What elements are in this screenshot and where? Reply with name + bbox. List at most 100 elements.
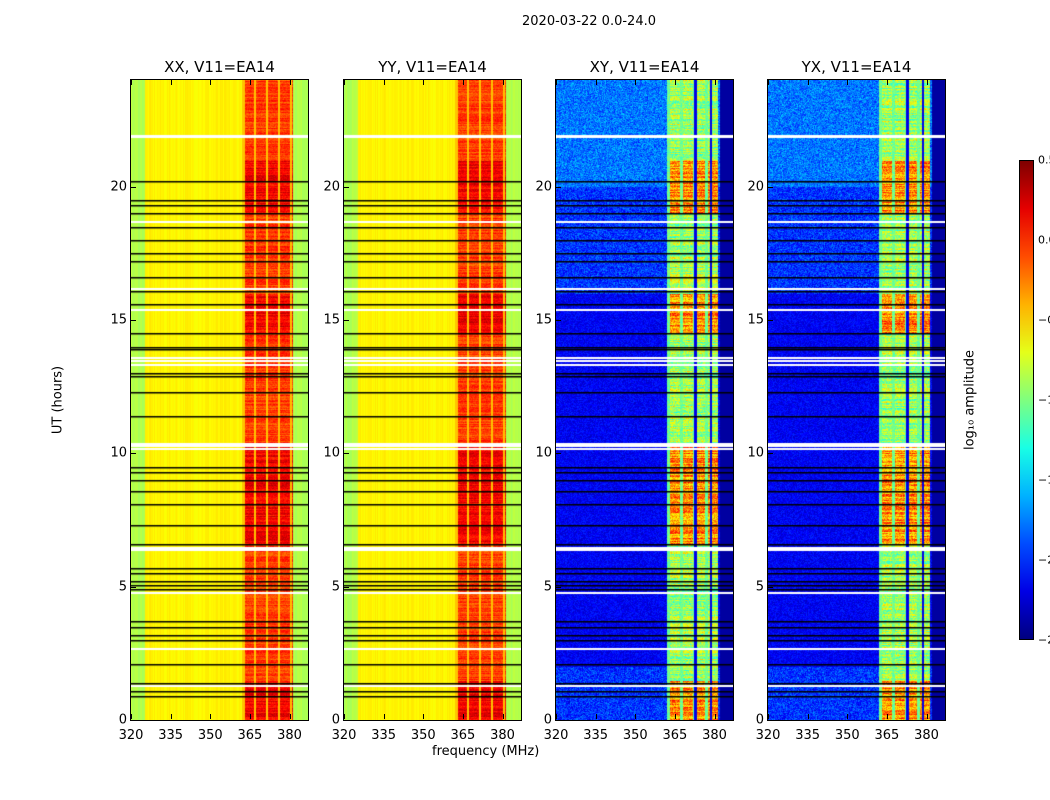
x-tick-mark — [383, 80, 385, 85]
colorbar-label: log₁₀ amplitude — [962, 349, 978, 451]
x-tick-label: 350 — [410, 728, 436, 743]
y-tick-label: 0 — [118, 712, 127, 728]
y-tick-mark — [556, 720, 561, 721]
y-tick-label: 5 — [331, 579, 340, 595]
x-tick-label: 380 — [490, 728, 515, 743]
x-tick-mark — [170, 80, 172, 85]
y-tick-mark — [768, 453, 773, 455]
x-tick-mark — [926, 714, 928, 719]
x-tick-mark — [289, 714, 291, 719]
x-tick-mark — [131, 80, 132, 85]
x-tick-label: 320 — [118, 728, 144, 743]
x-tick-mark — [595, 80, 597, 85]
x-tick-label: 380 — [914, 728, 939, 743]
x-tick-label: 380 — [702, 728, 727, 743]
x-tick-label: 380 — [277, 728, 302, 743]
colorbar-tick-label: −2.0 — [1038, 553, 1050, 567]
x-tick-label: 335 — [371, 728, 397, 743]
colorbar-tick-label: 0.5 — [1038, 153, 1050, 167]
y-tick-mark — [768, 320, 773, 321]
x-tick-mark — [926, 80, 928, 85]
x-tick-label: 335 — [583, 728, 609, 743]
x-tick-mark — [768, 80, 769, 85]
y-tick-mark — [344, 586, 349, 588]
x-tick-mark — [807, 80, 809, 85]
y-tick-mark — [344, 320, 349, 321]
y-tick-label: 20 — [535, 179, 552, 195]
y-tick-mark — [556, 453, 561, 455]
x-tick-mark — [556, 714, 557, 719]
x-tick-mark — [210, 714, 212, 719]
y-tick-label: 0 — [331, 712, 340, 728]
y-tick-label: 20 — [110, 179, 127, 195]
y-tick-mark — [344, 186, 349, 188]
panel-title: YY, V11=EA14 — [378, 58, 487, 76]
heatmap-image — [344, 80, 521, 720]
x-tick-mark — [635, 80, 637, 85]
y-tick-mark — [344, 453, 349, 455]
x-tick-mark — [886, 714, 888, 719]
x-tick-mark — [556, 80, 557, 85]
panel-title: YX, V11=EA14 — [801, 58, 912, 76]
heatmap-image — [768, 80, 945, 720]
x-tick-mark — [714, 714, 716, 719]
y-tick-label: 20 — [747, 179, 764, 195]
x-tick-mark — [210, 80, 212, 85]
x-tick-mark — [595, 714, 597, 719]
x-axis-label: frequency (MHz) — [432, 744, 540, 759]
panel-title: XY, V11=EA14 — [589, 58, 700, 76]
x-tick-mark — [423, 714, 425, 719]
x-tick-mark — [383, 714, 385, 719]
x-tick-mark — [344, 80, 345, 85]
y-tick-mark — [768, 186, 773, 188]
x-tick-label: 365 — [450, 728, 476, 743]
y-tick-label: 0 — [755, 712, 764, 728]
y-tick-mark — [131, 586, 136, 588]
y-tick-label: 10 — [535, 445, 552, 461]
heatmap-panel-yy: YY, V11=EA14 320 335 350 365 380 0 5 10 15 20 — [323, 58, 522, 743]
y-tick-mark — [131, 720, 136, 721]
x-tick-mark — [768, 714, 769, 719]
x-tick-label: 365 — [237, 728, 263, 743]
y-tick-label: 0 — [543, 712, 552, 728]
x-tick-mark — [249, 80, 251, 85]
colorbar-tick-label: −1.0 — [1038, 393, 1050, 407]
colorbar — [1019, 160, 1034, 640]
x-tick-mark — [502, 714, 504, 719]
x-tick-mark — [847, 80, 849, 85]
heatmap-panel-yx: YX, V11=EA14 320 335 350 365 380 0 5 10 15 20 — [747, 58, 946, 743]
y-tick-mark — [768, 586, 773, 588]
x-tick-label: 365 — [662, 728, 688, 743]
y-tick-label: 10 — [110, 445, 127, 461]
y-tick-mark — [131, 186, 136, 188]
y-tick-label: 5 — [543, 579, 552, 595]
y-tick-label: 15 — [535, 312, 552, 328]
colorbar-tick-label: −0.5 — [1038, 313, 1050, 327]
x-tick-mark — [886, 80, 888, 85]
heatmap-panel-xy: XY, V11=EA14 320 335 350 365 380 0 5 10 15 20 — [535, 58, 734, 743]
x-tick-mark — [714, 80, 716, 85]
colorbar-tick-label: 0.0 — [1038, 233, 1050, 247]
panel-title: XX, V11=EA14 — [164, 58, 275, 76]
x-tick-label: 320 — [755, 728, 781, 743]
y-tick-label: 5 — [118, 579, 127, 595]
x-tick-mark — [674, 80, 676, 85]
y-tick-mark — [556, 186, 561, 188]
y-tick-mark — [131, 453, 136, 455]
colorbar-tick-label: −2.5 — [1038, 633, 1050, 647]
y-tick-mark — [344, 720, 349, 721]
figure-title: 2020-03-22 0.0-24.0 — [522, 14, 656, 29]
x-tick-label: 350 — [622, 728, 648, 743]
y-tick-label: 20 — [323, 179, 340, 195]
x-tick-mark — [462, 80, 464, 85]
x-tick-label: 335 — [795, 728, 821, 743]
x-tick-mark — [847, 714, 849, 719]
y-tick-mark — [131, 320, 136, 321]
x-tick-mark — [289, 80, 291, 85]
x-tick-label: 335 — [158, 728, 184, 743]
y-tick-mark — [768, 720, 773, 721]
x-tick-mark — [635, 714, 637, 719]
x-tick-mark — [249, 714, 251, 719]
x-tick-label: 320 — [543, 728, 569, 743]
